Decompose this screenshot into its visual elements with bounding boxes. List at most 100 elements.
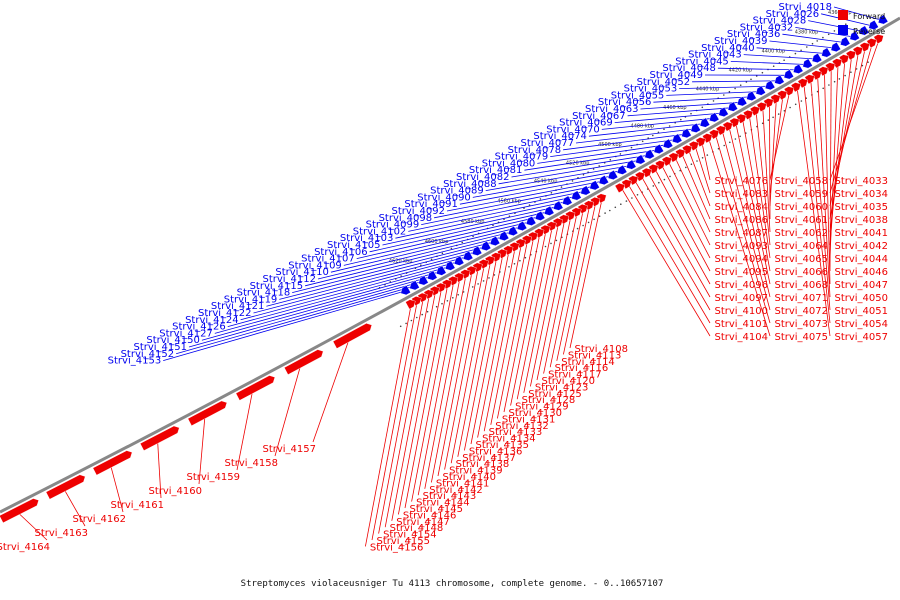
gene-label: Strvi_4064: [774, 241, 828, 252]
gene-label: Strvi_4164: [0, 542, 50, 553]
scale-dot: [598, 215, 601, 217]
scale-dot: [576, 227, 579, 230]
scale-dot: [614, 206, 617, 209]
scale-dot: [845, 23, 847, 26]
legend-reverse-label: Reverse: [853, 27, 885, 36]
gene-label: Strvi_4033: [834, 176, 888, 187]
reverse-leader-line: [227, 266, 450, 327]
reverse-leader-line: [614, 112, 723, 123]
gene-label: Strvi_4138: [456, 459, 510, 470]
gene-label: Strvi_4094: [714, 254, 768, 265]
reverse-gene-arrow: [544, 205, 555, 216]
forward-gene-arrow: [423, 289, 434, 300]
gene-label: Strvi_4155: [376, 536, 430, 547]
reverse-gene-arrow: [783, 69, 794, 80]
forward-leader-line: [721, 129, 771, 311]
forward-leader-line: [769, 94, 784, 194]
forward-gene-arrow: [45, 474, 86, 500]
forward-gene-arrow: [688, 141, 699, 151]
reverse-leader-line: [653, 96, 751, 103]
gene-label: Strvi_4028: [753, 16, 807, 27]
gene-label: Strvi_4071: [774, 293, 828, 304]
gene-label: Strvi_4161: [110, 500, 164, 511]
gene-label: Strvi_4089: [430, 186, 484, 197]
forward-leader-line: [824, 70, 831, 285]
forward-gene-arrow: [634, 171, 646, 182]
forward-gene-arrow: [429, 286, 440, 296]
scale-dot: [593, 218, 595, 221]
reverse-leader-line: [485, 165, 631, 191]
forward-gene-arrow: [417, 292, 428, 303]
scale-dot: [550, 242, 552, 245]
reverse-gene-arrow: [662, 138, 674, 149]
scale-dot: [739, 135, 741, 138]
reverse-leader-line: [756, 47, 826, 54]
forward-gene-arrow: [411, 296, 422, 306]
forward-gene-arrow: [565, 210, 576, 221]
gene-label: Strvi_4063: [585, 104, 639, 115]
forward-gene-arrow: [614, 183, 626, 193]
scale-dot: [503, 218, 505, 221]
reverse-leader-line: [266, 251, 477, 307]
forward-gene-arrow: [454, 272, 465, 283]
reverse-leader-line: [692, 80, 779, 83]
forward-gene-arrow: [484, 255, 496, 266]
forward-gene-arrow: [478, 259, 489, 270]
forward-leader-line: [620, 186, 711, 337]
reverse-gene-arrow: [516, 220, 528, 231]
scale-dot: [652, 185, 655, 187]
gene-label: Strvi_4154: [383, 530, 437, 541]
gene-label: Strvi_4125: [528, 389, 582, 400]
gene-label: Strvi_4141: [436, 478, 490, 489]
scale-dot: [457, 294, 460, 296]
forward-leader-line: [829, 46, 867, 207]
scale-dot: [488, 277, 490, 279]
scale-dot: [421, 313, 424, 316]
reverse-gene-arrow: [436, 265, 447, 276]
forward-gene-arrow: [742, 109, 754, 120]
reverse-gene-arrow: [525, 215, 537, 226]
gene-label: Strvi_4153: [108, 356, 162, 367]
gene-arrows: [0, 14, 889, 524]
reverse-leader-line: [163, 290, 405, 361]
forward-gene-arrow: [675, 148, 686, 159]
gene-label: Strvi_4162: [72, 514, 126, 525]
reverse-gene-arrow: [699, 117, 711, 128]
forward-gene-arrow: [583, 200, 595, 211]
gene-label: Strvi_4100: [714, 306, 768, 317]
reverse-leader-line: [446, 180, 603, 212]
gene-label: Strvi_4130: [508, 408, 562, 419]
forward-gene-arrow: [695, 137, 706, 148]
gene-label: Strvi_4052: [637, 77, 691, 88]
reverse-gene-arrow: [445, 260, 456, 271]
reverse-gene-arrow: [462, 250, 474, 261]
reverse-leader-line: [601, 117, 714, 130]
legend-forward-label: Forward: [853, 12, 885, 21]
forward-leader-line: [464, 252, 504, 451]
scale-dot: [696, 160, 698, 162]
forward-gene-arrow: [668, 152, 679, 163]
forward-leader-line: [378, 296, 424, 534]
gene-label: Strvi_4097: [714, 293, 768, 304]
forward-leader-line: [437, 266, 479, 477]
gene-label: Strvi_4137: [462, 453, 516, 464]
gene-label: Strvi_4079: [495, 152, 549, 163]
forward-gene-arrow: [715, 125, 727, 136]
scale-dot: [441, 302, 443, 305]
scale-dot: [811, 42, 814, 45]
forward-gene-arrow: [139, 425, 180, 451]
forward-leader-line: [563, 200, 597, 355]
scale-dot: [833, 80, 836, 83]
forward-leader-line: [384, 293, 431, 528]
gene-label: Strvi_4095: [714, 267, 768, 278]
forward-gene-arrow: [405, 299, 416, 310]
gene-label: Strvi_4042: [834, 241, 888, 252]
forward-gene-arrow: [235, 375, 276, 401]
scale-dot: [861, 64, 864, 67]
forward-leader-line: [365, 303, 412, 547]
reverse-leader-line: [679, 85, 770, 89]
forward-leader-line: [660, 164, 711, 259]
forward-leader-line: [633, 179, 711, 311]
gene-label: Strvi_4058: [774, 176, 828, 187]
scale-dot: [772, 65, 775, 67]
